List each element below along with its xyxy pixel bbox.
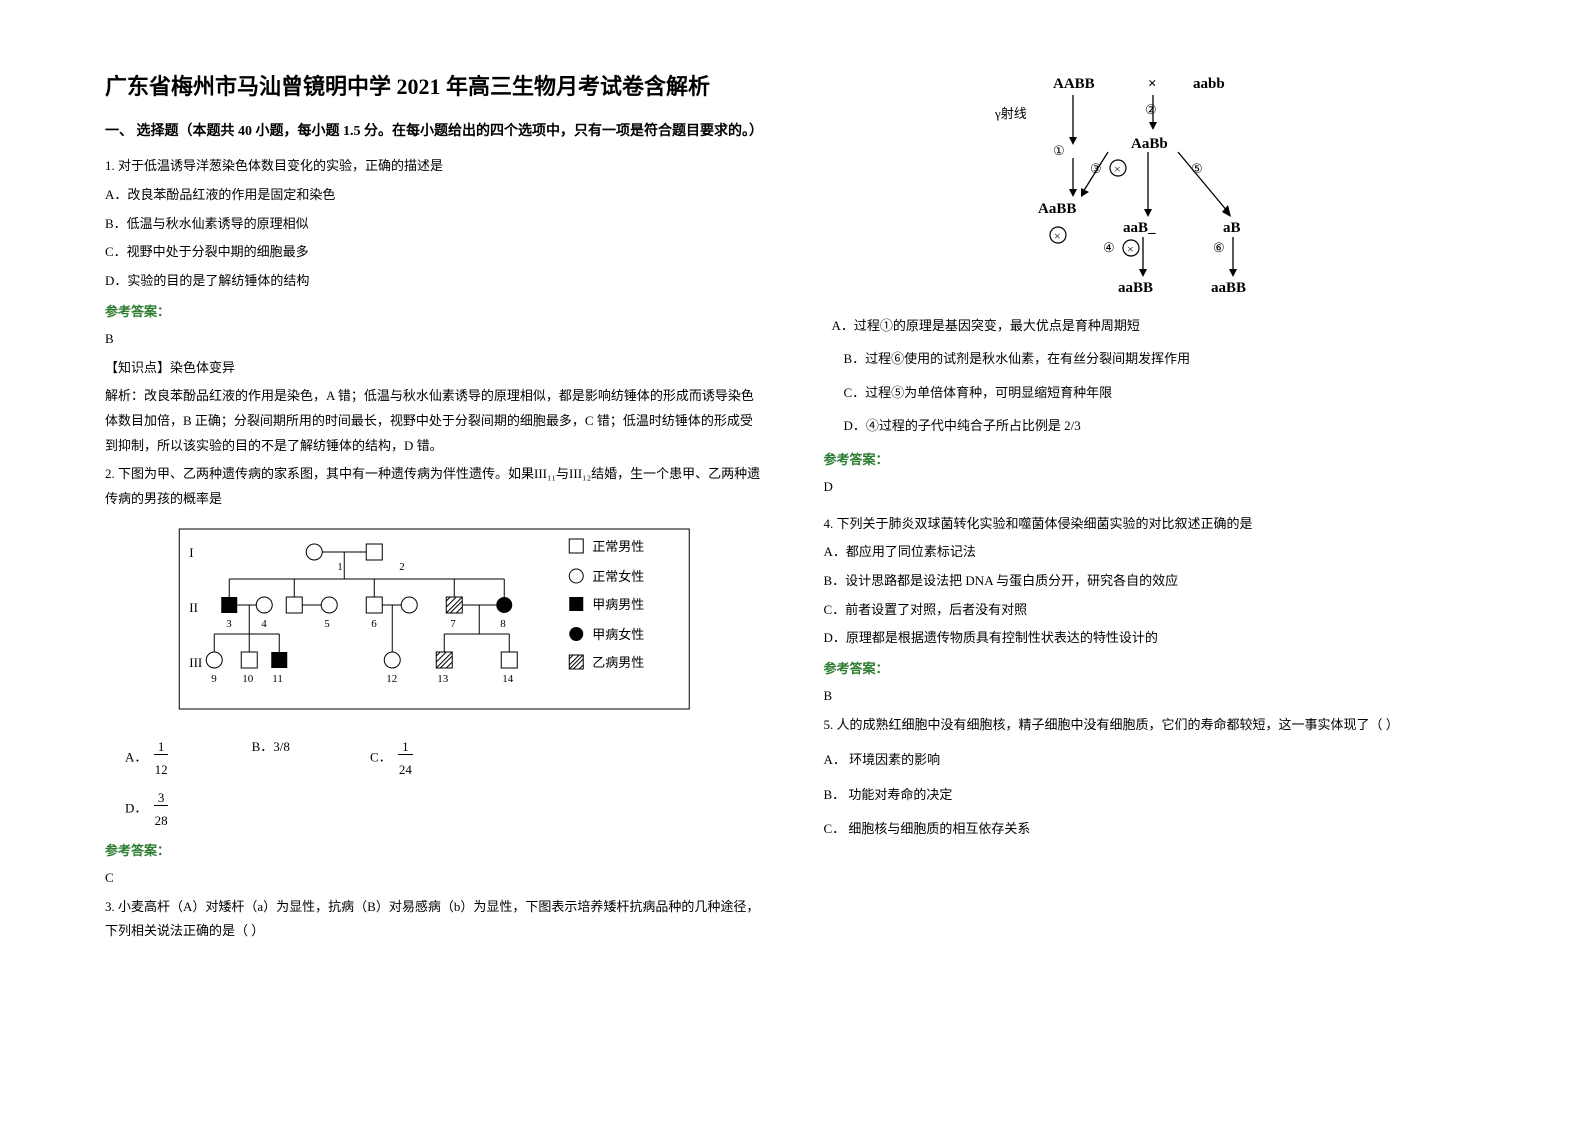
breeding-diagram: AABB × aabb γ射线 ② AaBb ① ③ × xyxy=(983,70,1323,300)
svg-text:2: 2 xyxy=(399,561,405,573)
svg-text:γ射线: γ射线 xyxy=(994,106,1027,121)
q1-opt-d: D．实验的目的是了解纺锤体的结构 xyxy=(105,269,764,294)
q5-opt-a: A． 环境因素的影响 xyxy=(824,748,1483,773)
svg-text:③: ③ xyxy=(1090,161,1102,176)
svg-text:①: ① xyxy=(1053,143,1065,158)
q3-answer: D xyxy=(824,475,1483,500)
svg-text:④: ④ xyxy=(1103,240,1115,255)
fraction-3-28: 328 xyxy=(151,786,172,833)
svg-text:12: 12 xyxy=(386,673,397,685)
svg-text:×: × xyxy=(1054,229,1061,243)
svg-text:AaBb: AaBb xyxy=(1131,136,1168,152)
q5-stem: 5. 人的成熟红细胞中没有细胞核，精子细胞中没有细胞质，它们的寿命都较短，这一事… xyxy=(824,713,1483,738)
q2-options-row-1: A． 112 B．3/8 C． 124 xyxy=(125,735,764,782)
svg-text:×: × xyxy=(1127,242,1134,256)
svg-text:1: 1 xyxy=(337,561,343,573)
q4-opt-c: C．前者设置了对照，后者没有对照 xyxy=(824,598,1483,623)
q1-hint: 【知识点】染色体变异 xyxy=(105,356,764,381)
q5-opt-b: B． 功能对寿命的决定 xyxy=(824,783,1483,808)
q2-opt-d-label: D． xyxy=(125,800,147,815)
svg-text:正常男性: 正常男性 xyxy=(592,539,644,554)
q2-opt-b: B．3/8 xyxy=(252,735,290,782)
svg-text:13: 13 xyxy=(437,673,449,685)
q2-answer-label: 参考答案： xyxy=(105,839,764,862)
page: 广东省梅州市马汕曾镜明中学 2021 年高三生物月考试卷含解析 一、 选择题（本… xyxy=(0,0,1587,1122)
left-column: 广东省梅州市马汕曾镜明中学 2021 年高三生物月考试卷含解析 一、 选择题（本… xyxy=(90,70,794,1082)
q4-opt-a: A．都应用了同位素标记法 xyxy=(824,540,1483,565)
svg-text:14: 14 xyxy=(502,673,514,685)
svg-text:甲病男性: 甲病男性 xyxy=(592,597,644,612)
fraction-1-24: 124 xyxy=(395,735,416,782)
svg-text:8: 8 xyxy=(500,618,506,630)
svg-text:7: 7 xyxy=(450,618,456,630)
q2-answer: C xyxy=(105,866,764,891)
q1-answer-label: 参考答案： xyxy=(105,300,764,323)
right-column: AABB × aabb γ射线 ② AaBb ① ③ × xyxy=(794,70,1498,1082)
fraction-1-12: 112 xyxy=(151,735,172,782)
svg-text:×: × xyxy=(1114,162,1121,176)
svg-text:11: 11 xyxy=(272,673,283,685)
svg-text:4: 4 xyxy=(261,618,267,630)
svg-text:10: 10 xyxy=(242,673,254,685)
q5-opt-c: C． 细胞核与细胞质的相互依存关系 xyxy=(824,817,1483,842)
svg-text:②: ② xyxy=(1145,102,1157,117)
q1-opt-c: C．视野中处于分裂中期的细胞最多 xyxy=(105,240,764,265)
q4-answer: B xyxy=(824,684,1483,709)
q3-opt-d: D．④过程的子代中纯合子所占比例是 2/3 xyxy=(824,414,1483,437)
svg-text:aB: aB xyxy=(1223,220,1241,236)
q1-explain: 解析：改良苯酚品红液的作用是染色，A 错；低温与秋水仙素诱导的原理相似，都是影响… xyxy=(105,384,764,458)
svg-text:9: 9 xyxy=(211,673,217,685)
svg-text:aaB_: aaB_ xyxy=(1123,220,1156,236)
q4-opt-b: B．设计思路都是设法把 DNA 与蛋白质分开，研究各自的效应 xyxy=(824,569,1483,594)
section-1-title: 一、 选择题（本题共 40 小题，每小题 1.5 分。在每小题给出的四个选项中，… xyxy=(105,119,764,144)
q1-opt-a: A．改良苯酚品红液的作用是固定和染色 xyxy=(105,183,764,208)
svg-text:II: II xyxy=(189,600,198,615)
q3-opt-c: C．过程⑤为单倍体育种，可明显缩短育种年限 xyxy=(824,381,1483,404)
svg-text:AABB: AABB xyxy=(1053,76,1095,92)
q2-opt-a-label: A． xyxy=(125,749,147,764)
svg-text:aabb: aabb xyxy=(1193,76,1225,92)
svg-text:aaBB: aaBB xyxy=(1118,280,1153,296)
q1-answer: B xyxy=(105,327,764,352)
svg-text:⑥: ⑥ xyxy=(1213,240,1225,255)
svg-text:×: × xyxy=(1148,76,1157,92)
q1-opt-b: B．低温与秋水仙素诱导的原理相似 xyxy=(105,212,764,237)
q1-stem: 1. 对于低温诱导洋葱染色体数目变化的实验，正确的描述是 xyxy=(105,154,764,179)
svg-text:AaBB: AaBB xyxy=(1038,201,1076,217)
q4-opt-d: D．原理都是根据遗传物质具有控制性状表达的特性设计的 xyxy=(824,626,1483,651)
svg-text:乙病男性: 乙病男性 xyxy=(592,655,644,670)
svg-text:aaBB: aaBB xyxy=(1211,280,1246,296)
q2-options-row-2: D． 328 xyxy=(125,786,764,833)
q3-opt-b: B．过程⑥使用的试剂是秋水仙素，在有丝分裂间期发挥作用 xyxy=(824,347,1483,370)
svg-text:正常女性: 正常女性 xyxy=(592,569,644,584)
svg-text:6: 6 xyxy=(371,618,377,630)
exam-title: 广东省梅州市马汕曾镜明中学 2021 年高三生物月考试卷含解析 xyxy=(105,70,764,103)
svg-text:甲病女性: 甲病女性 xyxy=(592,627,644,642)
q3-opt-a: A．过程①的原理是基因突变，最大优点是育种周期短 xyxy=(824,314,1483,337)
q4-answer-label: 参考答案： xyxy=(824,657,1483,680)
q2-stem: 2. 下图为甲、乙两种遗传病的家系图，其中有一种遗传病为伴性遗传。如果III₁₁… xyxy=(105,462,764,511)
pedigree-diagram: I II III 1 2 3 xyxy=(105,524,764,714)
svg-text:I: I xyxy=(189,545,193,560)
svg-text:3: 3 xyxy=(226,618,232,630)
svg-text:5: 5 xyxy=(324,618,330,630)
q3-stem: 3. 小麦高杆（A）对矮杆（a）为显性，抗病（B）对易感病（b）为显性，下图表示… xyxy=(105,895,764,944)
svg-text:III: III xyxy=(189,655,202,670)
q2-opt-c-label: C． xyxy=(370,749,392,764)
q4-stem: 4. 下列关于肺炎双球菌转化实验和噬菌体侵染细菌实验的对比叙述正确的是 xyxy=(824,512,1483,537)
q3-answer-label: 参考答案： xyxy=(824,448,1483,471)
